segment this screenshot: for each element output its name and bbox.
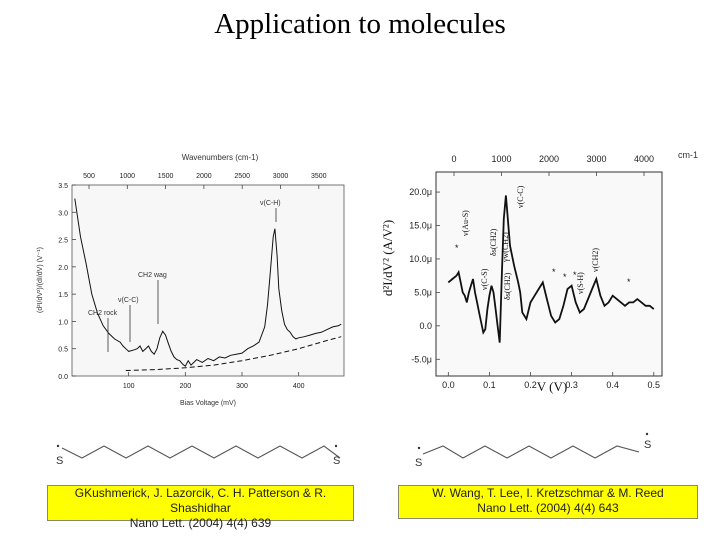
y-tick-label: 20.0μ — [409, 187, 432, 197]
right-annotation-ch2: ν(CH2) — [591, 248, 600, 272]
reference-line: W. Wang, T. Lee, I. Kretzschmar & M. Ree… — [432, 486, 664, 500]
top-tick-label: 2000 — [539, 154, 559, 164]
spectrum-series-line — [74, 198, 342, 367]
molecule-sulfur-label: S — [415, 457, 422, 469]
baseline-series-line — [125, 336, 342, 371]
molecule-left: S S — [56, 444, 341, 467]
right-annotation-au-s: ν(Au-S) — [461, 210, 470, 236]
molecule-radical-dot — [645, 432, 649, 436]
right-top-axis-label: cm-1 — [678, 150, 698, 160]
left-plot-frame — [71, 184, 345, 377]
reference-line: Nano Lett. (2004) 4(4) 643 — [477, 501, 619, 515]
y-tick-label: -5.0μ — [411, 354, 432, 364]
top-tick-label: 4000 — [634, 154, 654, 164]
y-tick-label: 3.5 — [58, 183, 68, 190]
y-tick-label: 1.5 — [58, 292, 68, 299]
top-tick-label: 3000 — [273, 173, 289, 180]
right-annotation-s-h: ν(S-H) — [576, 272, 585, 294]
x-tick-label: 0.3 — [565, 380, 578, 390]
y-tick-label: 0.5 — [58, 347, 68, 354]
left-top-axis-label: Wavenumbers (cm-1) — [182, 153, 259, 162]
top-tick-label: 1500 — [158, 173, 174, 180]
x-tick-label: 0.0 — [442, 380, 455, 390]
right-asterisk: * — [573, 270, 577, 280]
top-tick-label: 3000 — [586, 154, 606, 164]
spectrum-series-line — [447, 195, 655, 343]
y-tick-label: 15.0μ — [409, 221, 432, 231]
top-tick-label: 500 — [83, 173, 95, 180]
right-asterisk: * — [563, 272, 567, 282]
molecule-sulfur-label: S — [644, 439, 651, 451]
x-tick-label: 0.2 — [524, 380, 537, 390]
y-tick-label: 1.0 — [58, 319, 68, 326]
left-annotation-ch2-rock: CH2 rock — [88, 310, 118, 317]
reference-right: W. Wang, T. Lee, I. Kretzschmar & M. Ree… — [398, 485, 698, 519]
top-tick-label: 2000 — [196, 173, 212, 180]
left-annotation-ch-stretch: ν(C-H) — [260, 200, 281, 207]
x-tick-label: 0.1 — [483, 380, 496, 390]
left-annotation-cc-stretch: ν(C-C) — [118, 297, 139, 304]
y-tick-label: 0.0 — [58, 374, 68, 381]
molecule-radical-dot — [334, 444, 338, 448]
x-tick-label: 0.5 — [648, 380, 661, 390]
molecule-sulfur-label: S — [56, 455, 63, 467]
right-x-axis-label: V (V) — [537, 379, 567, 394]
right-chart: 0 1000 2000 3000 4000 cm-1 0.0 0.1 0.2 0.3 0.4 0.… — [380, 150, 698, 394]
molecule-sulfur-label: S — [333, 455, 340, 467]
molecule-chain — [61, 445, 341, 459]
right-annotation-c-s: ν(C-S) — [480, 268, 489, 290]
reference-left: GKushmerick, J. Lazorcik, C. H. Patterso… — [47, 485, 354, 530]
molecule-radical-dot — [56, 444, 60, 448]
x-tick-label: 300 — [236, 383, 248, 390]
y-tick-label: 10.0μ — [409, 254, 432, 264]
right-annotation-gw-ch2: γw(CH2) — [501, 232, 510, 263]
left-y-axis-label: (d²I/dV²)/(dI/dV) (V⁻¹) — [37, 247, 44, 313]
x-tick-label: 400 — [293, 383, 305, 390]
right-annotation-ds-ch2-a: δs(CH2) — [489, 228, 498, 256]
y-tick-label: 3.0 — [58, 210, 68, 217]
top-tick-label: 1000 — [120, 173, 136, 180]
y-tick-label: 2.0 — [58, 265, 68, 272]
y-tick-label: 0.0 — [419, 321, 432, 331]
reference-line: Shashidhar — [170, 501, 231, 515]
x-tick-label: 0.4 — [606, 380, 619, 390]
y-tick-label: 2.5 — [58, 238, 68, 245]
top-tick-label: 3500 — [311, 173, 327, 180]
right-asterisk: * — [455, 243, 459, 253]
molecule-right: S S — [415, 432, 651, 469]
top-tick-label: 2500 — [234, 173, 250, 180]
top-tick-label: 0 — [451, 154, 456, 164]
slide-title: Application to molecules — [214, 8, 506, 40]
right-asterisk: * — [552, 267, 556, 277]
x-tick-label: 100 — [123, 383, 135, 390]
right-y-axis-label: d²I/dV² (A/V²) — [380, 220, 395, 296]
top-tick-label: 1000 — [491, 154, 511, 164]
left-chart: 500 1000 1500 2000 2500 3000 3500 Wavenumbers … — [37, 153, 345, 407]
molecule-chain — [422, 445, 640, 459]
right-annotation-c-c: ν(C-C) — [516, 185, 525, 208]
y-tick-label: 5.0μ — [414, 287, 432, 297]
right-asterisk: * — [627, 277, 631, 287]
left-annotation-ch2-wag: CH2 wag — [138, 272, 167, 279]
x-tick-label: 200 — [179, 383, 191, 390]
right-annotation-ds-ch2-b: δs(CH2) — [503, 272, 512, 300]
reference-line: Nano Lett. (2004) 4(4) 639 — [129, 516, 272, 530]
reference-line: GKushmerick, J. Lazorcik, C. H. Patterso… — [74, 486, 327, 500]
left-x-axis-label: Bias Voltage (mV) — [180, 400, 236, 407]
molecule-radical-dot — [417, 446, 421, 450]
right-plot-frame — [435, 171, 663, 377]
